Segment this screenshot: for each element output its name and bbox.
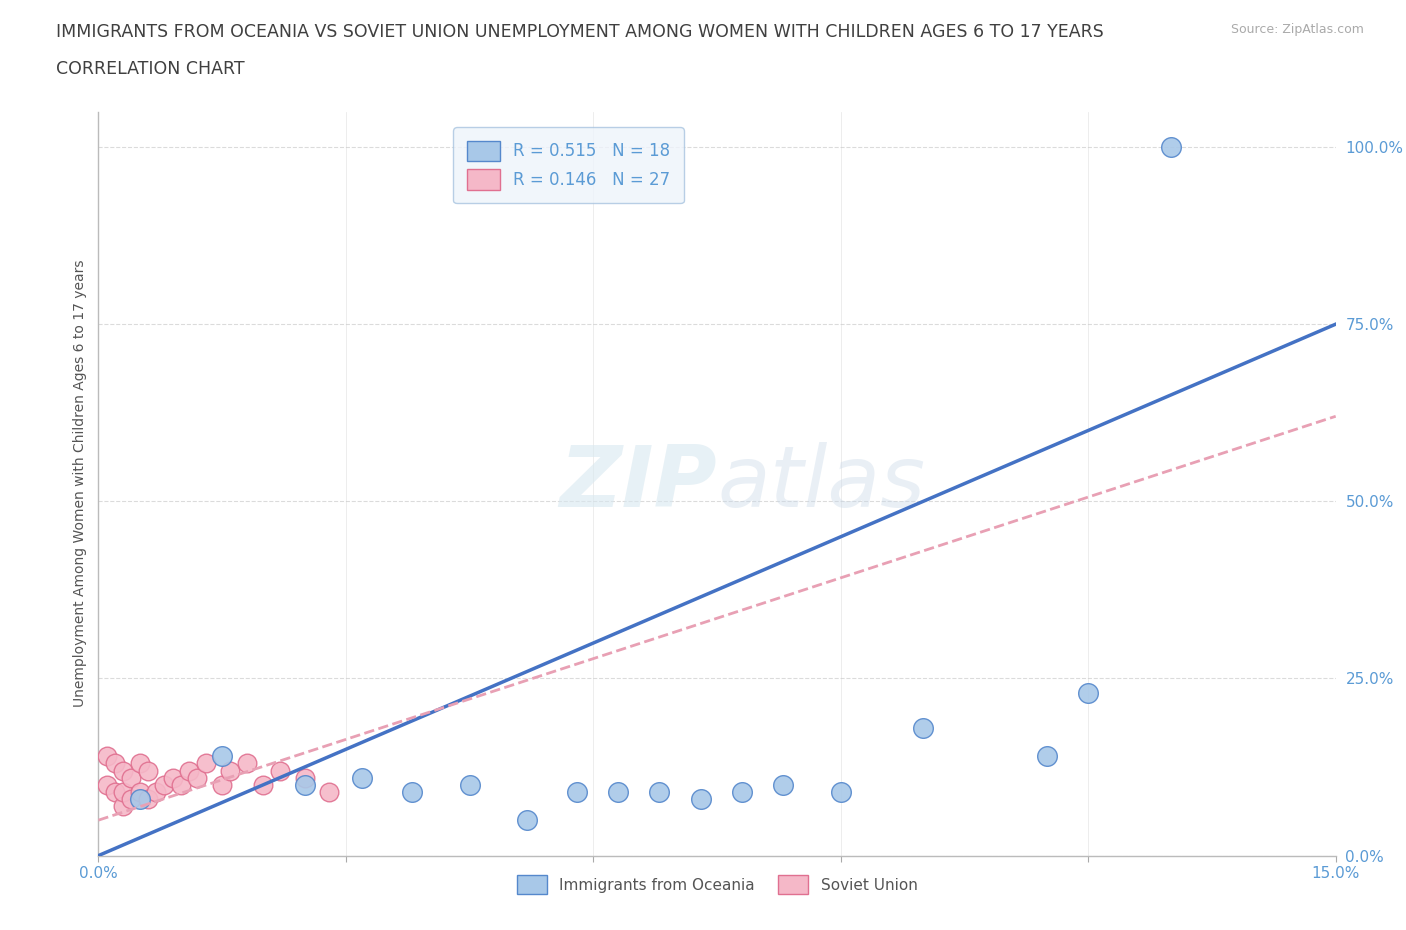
Point [145, 784, 167, 799]
Point [211, 777, 233, 792]
Y-axis label: Unemployment Among Women with Children Ages 6 to 17 years: Unemployment Among Women with Children A… [73, 259, 87, 708]
Point [136, 791, 159, 806]
Point [186, 770, 208, 785]
Point [194, 756, 217, 771]
Point [772, 777, 794, 792]
Point [120, 770, 142, 785]
Text: atlas: atlas [717, 442, 925, 525]
Point [294, 770, 316, 785]
Point [128, 791, 150, 806]
Point [136, 764, 159, 778]
Point [236, 756, 259, 771]
Point [1160, 140, 1182, 154]
Point [1036, 749, 1059, 764]
Point [162, 770, 184, 785]
Point [731, 784, 754, 799]
Point [120, 791, 142, 806]
Point [96, 777, 118, 792]
Point [112, 784, 135, 799]
Point [112, 764, 135, 778]
Point [128, 784, 150, 799]
Point [104, 756, 127, 771]
Point [689, 791, 711, 806]
Point [1077, 685, 1099, 700]
Point [318, 784, 340, 799]
Point [294, 777, 316, 792]
Point [516, 813, 538, 828]
Point [352, 770, 374, 785]
Point [252, 777, 274, 792]
Point [219, 764, 242, 778]
Text: IMMIGRANTS FROM OCEANIA VS SOVIET UNION UNEMPLOYMENT AMONG WOMEN WITH CHILDREN A: IMMIGRANTS FROM OCEANIA VS SOVIET UNION … [56, 23, 1104, 41]
Point [112, 799, 135, 814]
Point [179, 764, 201, 778]
Point [458, 777, 481, 792]
Point [211, 749, 233, 764]
Point [128, 756, 150, 771]
Point [401, 784, 423, 799]
Point [96, 749, 118, 764]
Point [104, 784, 127, 799]
Legend: Immigrants from Oceania, Soviet Union: Immigrants from Oceania, Soviet Union [510, 870, 924, 900]
Point [153, 777, 176, 792]
Point [830, 784, 852, 799]
Point [607, 784, 630, 799]
Text: CORRELATION CHART: CORRELATION CHART [56, 60, 245, 78]
Text: Source: ZipAtlas.com: Source: ZipAtlas.com [1230, 23, 1364, 36]
Text: ZIP: ZIP [560, 442, 717, 525]
Point [565, 784, 588, 799]
Point [170, 777, 193, 792]
Point [912, 721, 935, 736]
Point [269, 764, 291, 778]
Point [648, 784, 671, 799]
